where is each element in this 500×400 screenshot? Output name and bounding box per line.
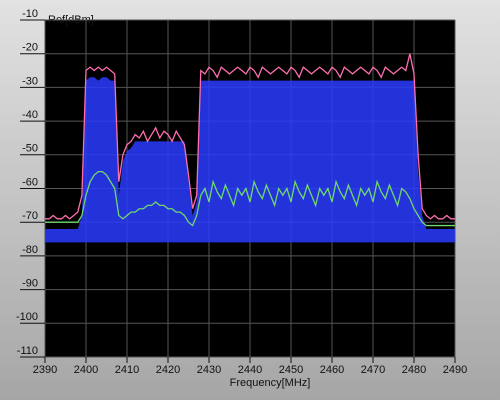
traces [45,53,455,243]
y-tick-label: -10 [22,8,38,20]
y-tick-label: -40 [22,109,38,121]
x-tick-label: 2440 [238,364,262,376]
y-tick-label: -70 [22,210,38,222]
x-tick-label: 2400 [74,364,98,376]
trace [45,53,455,220]
x-tick-label: 2460 [320,364,344,376]
tick-labels: -10 -20 -30 -40 -50 -60 -70 -80 -90 -100 -110 2390 2… [16,8,467,376]
x-tick-label: 2490 [443,364,467,376]
y-tick-label: -30 [22,75,38,87]
x-tick-label: 2430 [197,364,221,376]
y-tick-label: -80 [22,244,38,256]
y-tick-label: -20 [22,42,38,54]
x-tick-label: 2420 [156,364,180,376]
y-tick-label: -60 [22,176,38,188]
x-tick-label: 2410 [115,364,139,376]
y-tick-label: -50 [22,143,38,155]
x-tick-label: 2450 [279,364,303,376]
x-axis-label: Frequency[MHz] [230,377,311,389]
y-tick-label: -110 [17,345,38,357]
density-area [45,77,455,243]
y-tick-label: -100 [16,311,38,323]
x-tick-label: 2470 [361,364,385,376]
x-tick-label: 2480 [402,364,426,376]
y-tick-label: -90 [22,278,38,290]
x-tick-label: 2390 [33,364,57,376]
trace [45,170,455,227]
